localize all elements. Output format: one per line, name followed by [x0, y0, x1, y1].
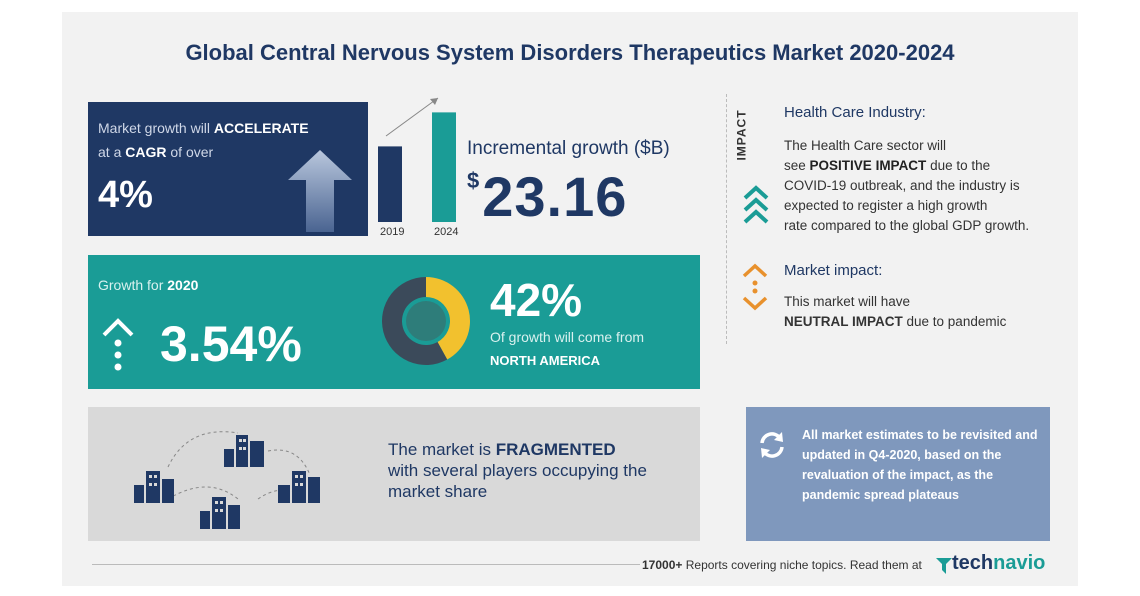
estimates-note-panel: All market estimates to be revisited and…	[746, 407, 1050, 541]
up-arrow-icon	[288, 150, 352, 232]
region-percent: 42%	[490, 274, 583, 326]
accelerate-word: ACCELERATE	[213, 120, 309, 136]
growth-2020-label: Growth for 2020	[98, 277, 198, 293]
fragmented-text: The market is FRAGMENTED with several pl…	[388, 439, 647, 502]
technavio-logo[interactable]: technavio	[952, 552, 1045, 575]
cagr-line1-text: Market growth will	[98, 120, 211, 136]
cagr-line2: at a CAGR of over	[98, 144, 213, 160]
region-donut-chart	[382, 277, 470, 365]
health-line2-prefix: see	[784, 158, 806, 173]
brand-navio: navio	[993, 552, 1046, 574]
divider-line	[726, 94, 727, 344]
positive-impact-word: POSITIVE IMPACT	[809, 158, 927, 173]
fragmented-line1: The market is FRAGMENTED	[388, 439, 647, 460]
fragmented-line2: with several players occupying the	[388, 461, 647, 480]
growth-up-icon	[102, 318, 134, 371]
donut-center	[406, 301, 446, 341]
incremental-number: 23.16	[482, 165, 628, 228]
growth-bar-chart	[378, 97, 456, 222]
impact-label-text: IMPACT	[734, 109, 749, 161]
health-line2-suffix: due to the	[930, 158, 991, 173]
cagr-panel: Market growth will ACCELERATE at a CAGR …	[88, 102, 368, 236]
health-care-title: Health Care Industry:	[784, 104, 926, 121]
cagr-line2-prefix: at a	[98, 144, 122, 160]
donut-slice-rest	[382, 277, 448, 365]
incremental-label: Incremental growth ($B)	[467, 138, 670, 159]
cagr-line1: Market growth will ACCELERATE	[98, 120, 309, 136]
health-line3: COVID-19 outbreak, and the industry is	[784, 178, 1020, 193]
growth-label-year: 2020	[167, 277, 199, 293]
market-line1: This market will have	[784, 294, 911, 309]
fragmented-line1-prefix: The market is	[388, 440, 491, 459]
technavio-logo-icon	[936, 558, 952, 574]
page-title: Global Central Nervous System Disorders …	[185, 40, 955, 65]
cagr-word: CAGR	[125, 144, 167, 160]
fragmented-panel: The market is FRAGMENTED with several pl…	[88, 407, 700, 541]
neutral-impact-icon	[742, 263, 768, 311]
health-line5: rate compared to the global GDP growth.	[784, 218, 1030, 233]
growth-label-prefix: Growth for	[98, 277, 164, 293]
reports-text: Reports covering niche topics. Read them…	[685, 558, 922, 572]
fragmented-word: FRAGMENTED	[495, 440, 616, 459]
refresh-icon	[760, 432, 784, 458]
bar-2024	[432, 112, 456, 222]
neutral-impact-word: NEUTRAL IMPACT	[784, 314, 903, 329]
buildings-icon	[134, 431, 320, 529]
bar-label-2024: 2024	[434, 226, 459, 238]
market-line2: NEUTRAL IMPACT due to pandemic	[784, 312, 1080, 332]
fragmented-line3: market share	[388, 482, 488, 501]
growth-2020-panel: Growth for 2020 3.54% 42% Of growth will…	[88, 255, 700, 389]
donut-slice-north-america	[426, 277, 470, 360]
reports-count: 17000+	[642, 558, 683, 572]
footer-text: 17000+ Reports covering niche topics. Re…	[642, 558, 922, 572]
incremental-value: $23.16	[467, 164, 627, 229]
impact-vertical-label: IMPACT	[734, 106, 758, 168]
market-impact-text: This market will have NEUTRAL IMPACT due…	[784, 292, 1080, 332]
bar-label-2019: 2019	[380, 226, 405, 238]
estimates-note-text: All market estimates to be revisited and…	[802, 428, 1038, 502]
currency-symbol: $	[467, 168, 481, 193]
brand-tech: tech	[952, 552, 994, 574]
region-name: NORTH AMERICA	[490, 353, 601, 368]
growth-2020-value: 3.54%	[160, 316, 302, 372]
health-care-text: The Health Care sector will see POSITIVE…	[784, 136, 1080, 236]
cagr-line2-suffix: of over	[170, 144, 214, 160]
trend-line	[385, 97, 439, 137]
cagr-value: 4%	[98, 174, 153, 216]
trend-arrowhead	[430, 98, 438, 105]
market-line2-suffix: due to pandemic	[906, 314, 1007, 329]
footer-divider	[92, 564, 640, 565]
positive-impact-icon	[743, 185, 769, 224]
growth-bars: 2019 2024	[376, 96, 476, 242]
infographic-card: Global Central Nervous System Disorders …	[62, 12, 1078, 586]
bar-2019	[378, 146, 402, 222]
health-line2: see POSITIVE IMPACT due to the	[784, 156, 1080, 176]
market-impact-title: Market impact:	[784, 262, 883, 279]
health-line4: expected to register a high growth	[784, 198, 988, 213]
health-line1: The Health Care sector will	[784, 138, 947, 153]
region-text: Of growth will come from	[490, 329, 645, 345]
